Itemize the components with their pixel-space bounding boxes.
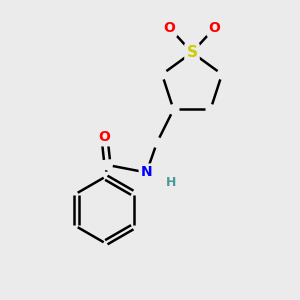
Text: O: O bbox=[164, 21, 175, 35]
Text: O: O bbox=[98, 130, 110, 144]
Text: S: S bbox=[187, 45, 197, 60]
Text: N: N bbox=[141, 166, 152, 179]
Text: O: O bbox=[208, 21, 220, 35]
Text: H: H bbox=[166, 176, 176, 190]
